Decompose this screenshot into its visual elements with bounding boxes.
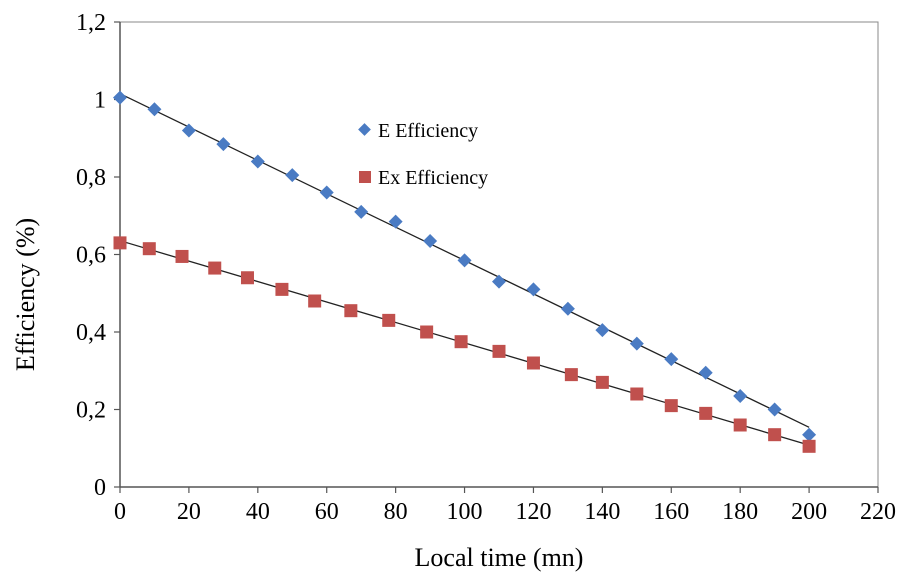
ex-efficiency-point — [454, 335, 468, 349]
ex-efficiency-point — [142, 242, 156, 256]
data-markers — [113, 90, 817, 453]
x-tick-label: 0 — [114, 499, 126, 525]
y-axis-ticks: 0 0,2 0,4 0,6 0,8 1 1,2 — [76, 10, 120, 501]
ex-efficiency-point — [564, 368, 578, 382]
ex-efficiency-point — [208, 261, 222, 275]
ex-efficiency-point — [275, 282, 289, 296]
e-efficiency-point — [698, 365, 713, 380]
x-tick-label: 100 — [447, 499, 483, 525]
ex-efficiency-point — [802, 439, 816, 453]
e-efficiency-point — [181, 123, 196, 138]
y-tick-label: 0 — [94, 475, 106, 501]
e-efficiency-point — [492, 274, 506, 289]
e-efficiency-point — [147, 102, 162, 117]
ex-efficiency-point — [420, 325, 434, 339]
ex-efficiency-point — [733, 418, 747, 432]
x-tick-label: 200 — [791, 499, 827, 525]
e-efficiency-point — [285, 168, 300, 183]
legend-marker-ex-efficiency — [359, 171, 371, 183]
y-tick-label: 0,8 — [76, 165, 106, 191]
e-efficiency-point — [664, 352, 679, 367]
e-efficiency-point — [595, 323, 610, 338]
x-tick-label: 160 — [653, 499, 689, 525]
x-axis-title: Local time (mn) — [415, 543, 584, 572]
ex-efficiency-point — [308, 294, 322, 308]
x-tick-label: 180 — [722, 499, 758, 525]
y-tick-label: 1 — [94, 88, 106, 114]
ex-efficiency-point — [630, 387, 644, 401]
e-efficiency-point — [560, 301, 575, 316]
legend-label-e-efficiency: E Efficiency — [378, 120, 478, 142]
e-efficiency-point — [802, 427, 817, 442]
e-efficiency-point — [216, 137, 231, 152]
x-tick-label: 220 — [860, 499, 896, 525]
plot-frame — [119, 21, 879, 488]
e-efficiency-point — [526, 282, 541, 297]
e-efficiency-point — [457, 253, 472, 268]
e-efficiency-point — [319, 185, 334, 200]
ex-efficiency-point — [492, 344, 506, 358]
ex-efficiency-point — [664, 399, 678, 413]
e-efficiency-point — [388, 214, 403, 229]
plot-area — [119, 21, 879, 488]
e-efficiency-point — [423, 233, 438, 248]
e-efficiency-point — [250, 154, 265, 169]
y-tick-label: 0,6 — [76, 243, 106, 269]
y-tick-label: 0,2 — [76, 398, 106, 424]
x-tick-label: 120 — [515, 499, 551, 525]
e-efficiency-point — [629, 336, 644, 351]
legend: E Efficiency Ex Efficiency — [358, 120, 488, 189]
x-tick-label: 80 — [384, 499, 408, 525]
ex-efficiency-point — [382, 313, 396, 327]
ex-efficiency-point — [595, 375, 609, 389]
e-efficiency-point — [767, 402, 782, 417]
y-axis-title: Efficiency (%) — [11, 218, 40, 371]
ex-efficiency-point — [175, 249, 189, 263]
ex-efficiency-point — [768, 428, 782, 442]
legend-marker-e-efficiency — [358, 123, 371, 136]
e-efficiency-point — [354, 204, 369, 219]
x-tick-label: 20 — [177, 499, 201, 525]
e-efficiency-point — [113, 90, 127, 105]
x-axis-ticks: 0 20 40 60 80 100 120 140 160 180 200 220 — [114, 487, 896, 525]
x-tick-label: 40 — [246, 499, 270, 525]
y-tick-label: 1,2 — [76, 10, 106, 36]
y-tick-label: 0,4 — [76, 320, 106, 346]
ex-efficiency-point — [240, 271, 254, 285]
ex-efficiency-point — [526, 356, 540, 370]
x-tick-label: 140 — [584, 499, 620, 525]
legend-label-ex-efficiency: Ex Efficiency — [378, 167, 488, 189]
ex-efficiency-point — [113, 236, 127, 250]
ex-efficiency-point — [344, 304, 358, 318]
e-efficiency-point — [733, 388, 748, 403]
ex-efficiency-point — [699, 406, 713, 420]
x-tick-label: 60 — [315, 499, 339, 525]
